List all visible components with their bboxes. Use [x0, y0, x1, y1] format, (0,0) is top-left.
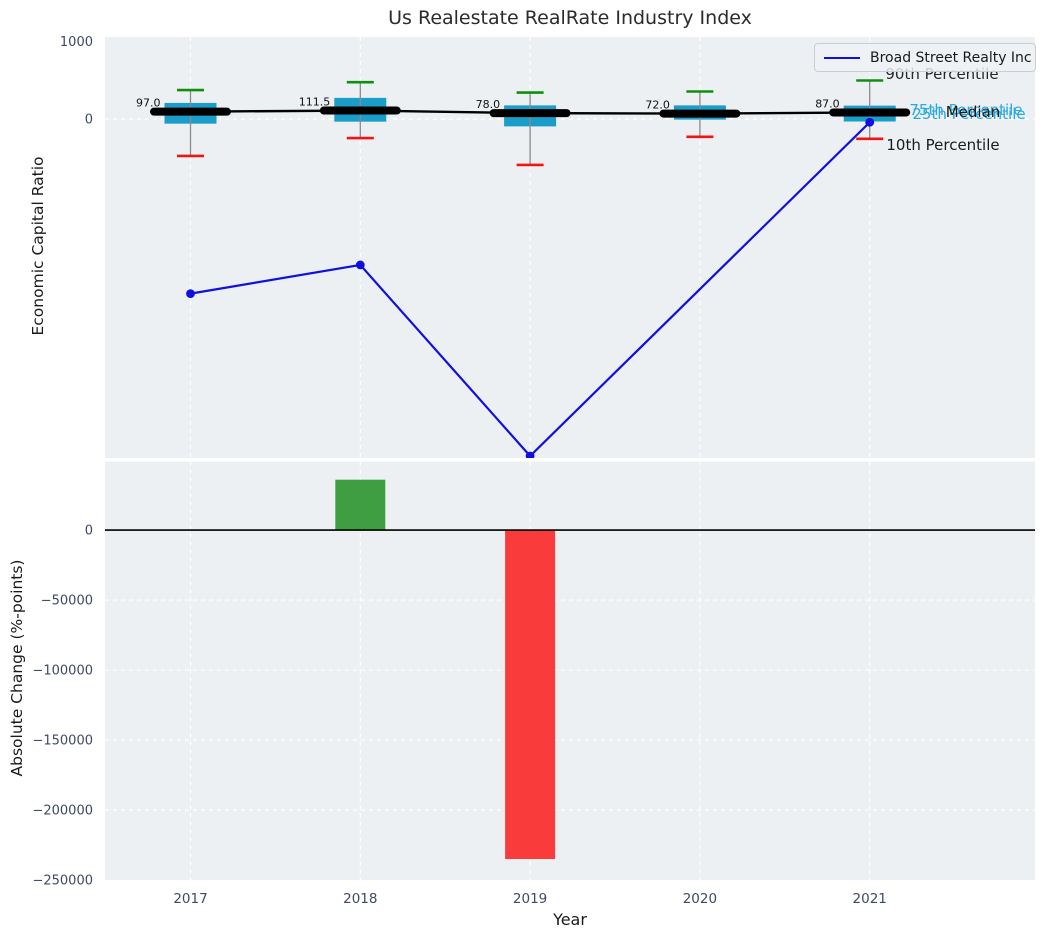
bar-negative — [505, 530, 556, 860]
series-marker — [355, 260, 365, 270]
x-tick-label: 2018 — [343, 891, 377, 907]
series-marker — [186, 289, 195, 299]
top-plot-background — [105, 37, 1035, 458]
percentile-annotation: Median — [946, 103, 1001, 121]
x-axis-label: Year — [553, 910, 587, 929]
bar-positive — [335, 479, 386, 531]
y-tick-label: 0 — [85, 113, 93, 128]
y-tick-label: −250000 — [32, 874, 93, 889]
series-marker — [865, 117, 875, 127]
y-tick-label: −150000 — [32, 734, 93, 749]
y-tick-label: −200000 — [32, 804, 93, 819]
top-y-axis-label: Economic Capital Ratio — [29, 156, 47, 336]
legend-line-swatch — [824, 56, 860, 59]
subplot-gap — [104, 458, 1036, 462]
x-tick-label: 2017 — [173, 891, 207, 907]
percentile-annotation: 75th Percentile — [909, 101, 1022, 119]
company-series-line — [190, 121, 871, 458]
median-value-label: 87.0 — [815, 97, 840, 110]
y-tick-label: −100000 — [32, 664, 93, 679]
median-value-label: 97.0 — [136, 97, 161, 110]
y-tick-label: 0 — [85, 524, 93, 539]
percentile-annotation: 10th Percentile — [886, 136, 999, 154]
legend: Broad Street Realty Inc — [814, 43, 1036, 72]
median-value-label: 111.5 — [299, 96, 331, 109]
y-tick-label: −50000 — [41, 594, 93, 609]
legend-label: Broad Street Realty Inc — [870, 49, 1032, 66]
y-tick-label: 1000 — [60, 35, 93, 50]
median-value-label: 72.0 — [645, 99, 670, 112]
bottom-y-axis-label: Absolute Change (%-points) — [8, 559, 26, 777]
chart-title: Us Realestate RealRate Industry Index — [388, 7, 752, 29]
x-tick-label: 2021 — [853, 891, 887, 907]
x-tick-label: 2019 — [513, 891, 547, 907]
bottom-plot-background — [105, 461, 1035, 880]
median-value-label: 78.0 — [476, 98, 501, 111]
x-tick-label: 2020 — [683, 891, 717, 907]
percentile-annotation: 25th Percentile — [912, 105, 1025, 123]
